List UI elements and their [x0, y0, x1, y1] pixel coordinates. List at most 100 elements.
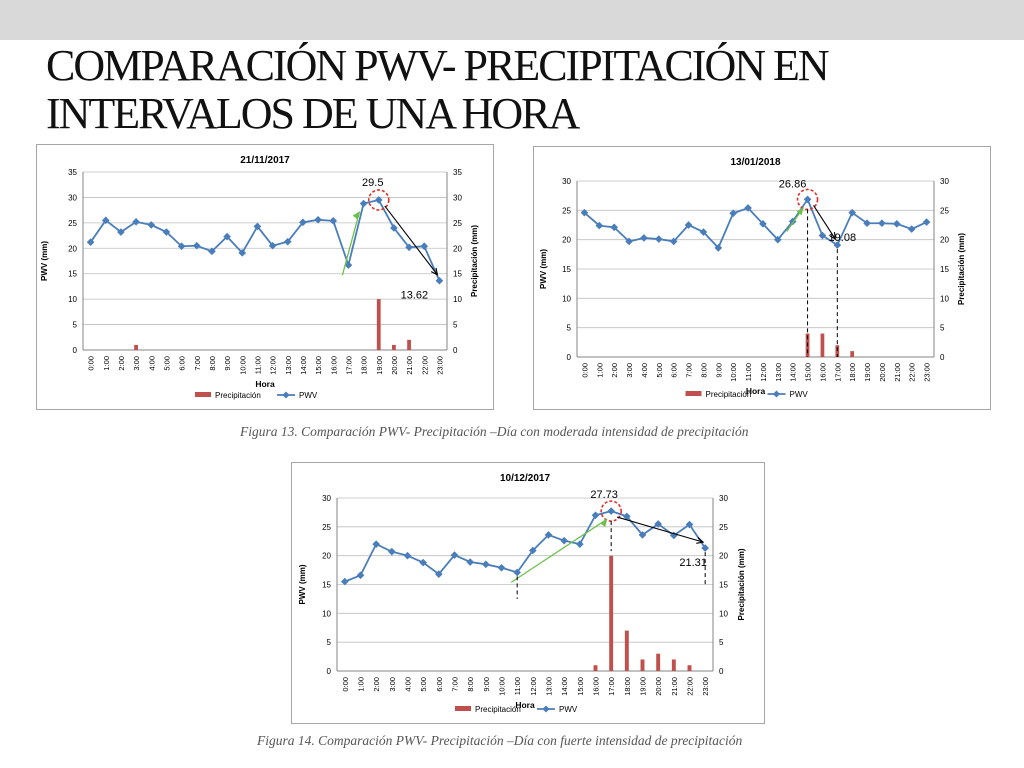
precip-bar [656, 653, 661, 671]
x-axis-title: Hora [515, 700, 535, 710]
y2-tick-label: 5 [940, 324, 945, 333]
end-value-label: 19.08 [829, 232, 857, 244]
y-tick-label: 20 [68, 244, 77, 253]
pwv-marker [729, 209, 738, 218]
pwv-line [89, 198, 441, 282]
y-tick-label: 35 [68, 168, 77, 177]
x-tick-label: 1:00 [357, 677, 366, 692]
chart-panel-10-12-2017: 10/12/2017 0 0 5 5 10 10 15 15 20 20 25 25 30 30 0:00 1:… [291, 462, 765, 724]
x-tick-label: 14:00 [299, 356, 308, 375]
pwv-marker [759, 220, 767, 228]
x-tick-label: 16:00 [592, 677, 601, 696]
chart-panel-21-11-2017: 21/11/2017 0 0 5 5 10 10 15 15 20 20 25 25 30 30 35 35 0:… [36, 144, 494, 410]
y-tick-label: 0 [327, 667, 332, 676]
x-tick-label: 20:00 [654, 677, 663, 696]
x-tick-label: 15:00 [804, 363, 813, 382]
pwv-marker [314, 215, 322, 224]
legend-pwv-label: PWV [790, 390, 809, 399]
pwv-marker [654, 520, 662, 528]
x-tick-label: 19:00 [863, 363, 872, 382]
x-axis-title: Hora [255, 379, 275, 389]
x-tick-label: 4:00 [640, 363, 649, 378]
y2-tick-label: 5 [453, 321, 458, 330]
x-tick-label: 9:00 [714, 363, 723, 378]
x-tick-label: 3:00 [625, 363, 634, 378]
x-tick-label: 16:00 [329, 356, 338, 375]
x-tick-label: 17:00 [607, 677, 616, 696]
y2-tick-label: 15 [453, 270, 462, 279]
legend-pwv-marker [772, 390, 781, 398]
x-tick-label: 8:00 [699, 363, 708, 378]
x-tick-label: 15:00 [314, 356, 323, 375]
y2-tick-label: 20 [719, 552, 728, 561]
pwv-marker [610, 223, 619, 232]
x-tick-label: 21:00 [405, 356, 414, 375]
y-tick-label: 25 [562, 206, 571, 215]
x-tick-label: 18:00 [623, 677, 632, 696]
pwv-marker [576, 540, 584, 548]
precip-bar [671, 659, 676, 671]
figure-14-caption: Figura 14. Comparación PWV- Precipitació… [257, 733, 743, 748]
x-tick-label: 11:00 [253, 356, 262, 374]
x-tick-label: 10:00 [238, 356, 247, 375]
pwv-marker [640, 234, 648, 242]
y2-tick-label: 25 [453, 219, 462, 228]
x-tick-label: 6:00 [178, 356, 187, 371]
y2-axis-title: Precipitación (mm) [737, 548, 746, 620]
legend-precip-swatch [685, 391, 702, 396]
x-tick-label: 3:00 [132, 356, 141, 371]
y2-tick-label: 25 [719, 523, 728, 532]
x-tick-label: 18:00 [848, 363, 857, 382]
pwv-marker [591, 511, 600, 520]
pwv-marker [714, 244, 723, 252]
falling-arrow-head [829, 232, 836, 241]
falling-arrow-head [430, 267, 439, 276]
precip-bar [835, 345, 840, 357]
x-tick-label: 8:00 [208, 356, 217, 371]
x-tick-label: 3:00 [388, 677, 397, 692]
pwv-marker [560, 536, 568, 545]
legend-pwv-marker [542, 705, 550, 713]
x-tick-label: 22:00 [908, 363, 917, 382]
pwv-line [344, 510, 706, 583]
y-tick-label: 0 [567, 353, 572, 362]
peak-highlight-circle [796, 188, 819, 211]
precip-bar [687, 665, 692, 671]
falling-trend-arrow [813, 205, 836, 240]
x-tick-label: 10:00 [498, 677, 507, 696]
y2-tick-label: 10 [719, 609, 728, 618]
y2-tick-label: 30 [940, 177, 949, 186]
pwv-marker [356, 571, 365, 580]
y-tick-label: 20 [562, 236, 571, 245]
chart-13-01-2018: 13/01/2018 0 0 5 5 10 10 15 15 20 20 25 25 30 30 0:00 1:… [539, 157, 966, 399]
pwv-marker [420, 242, 429, 251]
y2-tick-label: 20 [940, 236, 949, 245]
pwv-marker [892, 220, 901, 228]
x-tick-label: 0:00 [87, 356, 96, 371]
y-tick-label: 30 [68, 193, 77, 202]
precip-bar [624, 630, 629, 671]
x-tick-label: 17:00 [344, 356, 353, 375]
precip-bar [593, 665, 598, 671]
x-tick-label: 0:00 [580, 363, 589, 378]
x-tick-label: 2:00 [610, 363, 619, 378]
y2-tick-label: 35 [453, 168, 462, 177]
peak-value-label: 26.86 [779, 178, 807, 190]
y-tick-label: 20 [322, 552, 331, 561]
chart-21-11-2017: 21/11/2017 0 0 5 5 10 10 15 15 20 20 25 25 30 30 35 35 0:… [40, 155, 479, 400]
x-tick-label: 5:00 [419, 677, 428, 692]
y-tick-label: 25 [68, 219, 77, 228]
pwv-marker [833, 241, 842, 249]
x-tick-label: 7:00 [451, 677, 460, 692]
peak-highlight-circle [367, 189, 390, 211]
y-tick-label: 5 [327, 638, 332, 647]
y2-tick-label: 15 [940, 265, 949, 274]
y-tick-label: 5 [567, 324, 572, 333]
pwv-marker [744, 204, 752, 212]
x-tick-label: 4:00 [404, 677, 413, 692]
x-tick-label: 13:00 [774, 363, 783, 382]
chart-10-12-2017: 10/12/2017 0 0 5 5 10 10 15 15 20 20 25 25 30 30 0:00 1:… [298, 473, 746, 714]
rising-arrow-head [352, 211, 360, 220]
x-tick-label: 5:00 [162, 356, 171, 371]
x-axis-title: Hora [746, 386, 766, 396]
